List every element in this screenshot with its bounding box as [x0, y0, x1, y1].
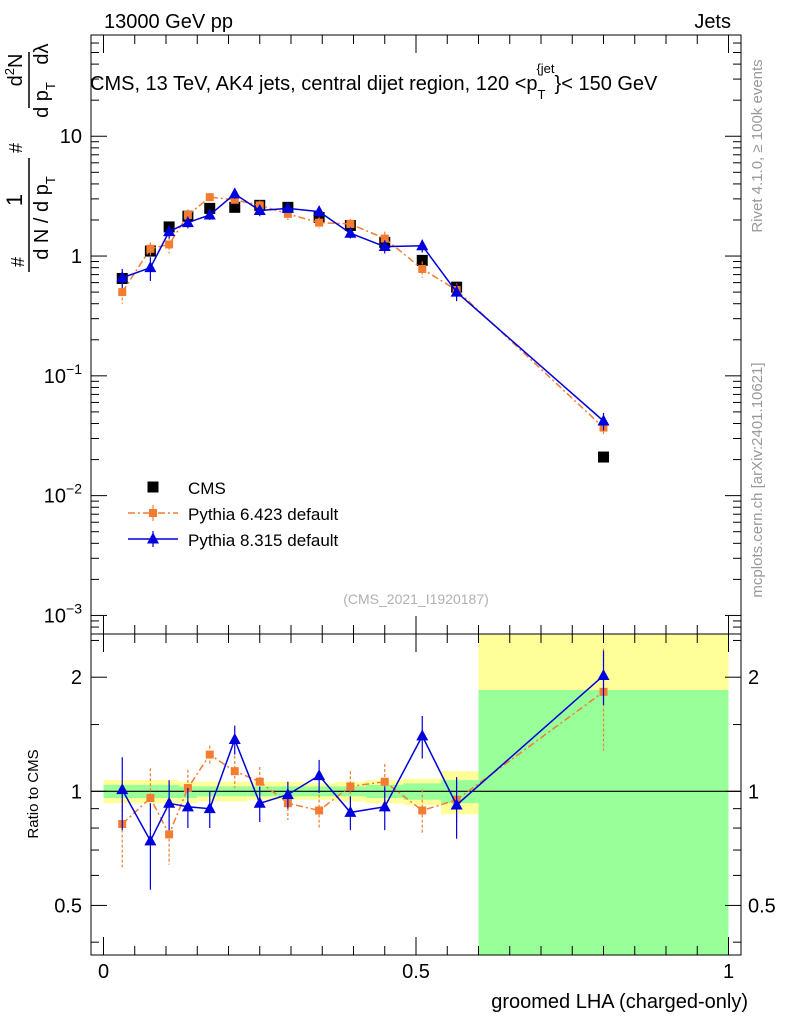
ratio-pythia6-point [346, 782, 355, 791]
ratio-pythia6-point [230, 767, 239, 776]
ratio-pythia8-point [597, 669, 610, 681]
ratio-pythia8-point [253, 796, 266, 808]
legend-marker [147, 532, 159, 544]
series-ratio-pythia8 [116, 650, 610, 890]
pythia8-line [122, 192, 604, 422]
ratio-pythia8-point [163, 796, 176, 808]
ratio-pythia8-point [203, 802, 216, 814]
ratio-pythia8-point [228, 732, 241, 744]
ratio-pythia8-point [281, 788, 294, 800]
ratio-y-tick-label-right: 1 [748, 781, 759, 803]
ratio-y-axis-label: Ratio to CMS [25, 749, 42, 838]
ratio-pythia6-point [146, 794, 155, 803]
pythia8-point [181, 216, 194, 228]
legend-item-pythia8: Pythia 8.315 default [128, 531, 339, 550]
ratio-pythia8-point [344, 805, 357, 817]
legend-item-pythia6: Pythia 6.423 default [128, 505, 339, 524]
main-panel: 10−3 10−2 10−1 1 10 CMS, 13 TeV, AK4 jets, ce… [2, 34, 742, 635]
ratio-y-tick-label: 2 [71, 667, 82, 689]
pythia6-point [380, 234, 389, 243]
ratio-pythia6-point [418, 806, 427, 815]
pythia8-point [344, 226, 357, 238]
main-y-tick-label: 10 [60, 126, 82, 148]
legend-label: CMS [188, 479, 226, 498]
ratio-pythia6-line [121, 691, 604, 837]
ratio-pythia6-point [315, 806, 324, 815]
pythia8-point [163, 225, 176, 237]
pythia8-point [597, 414, 610, 426]
legend-marker [147, 481, 159, 493]
y-label-denominator: d N / d pT [31, 176, 58, 260]
pythia6-point [183, 211, 192, 220]
category-label: Jets [694, 11, 731, 33]
legend-label: Pythia 8.315 default [188, 531, 339, 550]
energy-label: 13000 GeV pp [104, 11, 233, 33]
y-label-d2n: d2N [2, 54, 27, 87]
cms-point [229, 201, 241, 213]
main-y-tick-label: 10−2 [44, 481, 82, 508]
ratio-pythia6-point [205, 750, 214, 759]
ratio-pythia8-point [416, 729, 429, 741]
pythia6-point [118, 288, 127, 297]
pythia6-point [418, 264, 427, 273]
ratio-pythia8-point [450, 798, 463, 810]
main-title: CMS, 13 TeV, AK4 jets, central dijet reg… [90, 61, 658, 102]
cms-point [598, 451, 609, 463]
legend: CMS Pythia 6.423 default Pythia 8.315 defa… [128, 479, 339, 550]
y-label-one: 1 [2, 194, 27, 206]
pythia8-point [450, 285, 463, 297]
ratio-pythia8-point [181, 800, 194, 812]
pythia8-point [116, 271, 129, 283]
pythia8-point [313, 205, 326, 217]
main-y-tick-label: 1 [71, 246, 82, 268]
pythia8-point [253, 203, 266, 215]
ratio-pythia8-point [313, 769, 326, 781]
ratio-pythia6-point [165, 830, 174, 839]
pythia8-point [378, 240, 391, 252]
analysis-id-watermark: (CMS_2021_I1920187) [343, 591, 489, 607]
legend-label: Pythia 6.423 default [188, 505, 339, 524]
cms-point [204, 202, 216, 214]
ratio-y-tick-label-right: 0.5 [748, 895, 776, 917]
pythia6-point [146, 244, 155, 253]
pythia8-point [144, 261, 157, 273]
x-tick-label: 0.5 [402, 961, 430, 983]
mcplots-label: mcplots.cern.ch [arXiv:2401.10621] [749, 362, 766, 597]
pythia6-point [205, 193, 214, 202]
ratio-y-tick-label-right: 2 [748, 667, 759, 689]
main-y-tick-label: 10−1 [44, 361, 82, 388]
pythia6-point [315, 218, 324, 227]
rivet-version-label: Rivet 4.1.0, ≥ 100k events [749, 59, 766, 232]
series-pythia8 [116, 187, 610, 431]
pythia8-point [203, 208, 216, 220]
x-tick-label: 0 [98, 961, 109, 983]
y-label-hash: # [6, 143, 26, 153]
ratio-panel: 0.5 0.5 1 1 2 2 0 0.5 1 Ratio to CMS groomed LHA (… [25, 633, 776, 1013]
ratio-pythia6-point [380, 777, 389, 786]
main-y-tick-label: 10−3 [44, 600, 82, 627]
ratio-pythia8-point [378, 800, 391, 812]
x-axis-label: groomed LHA (charged-only) [491, 991, 748, 1013]
ratio-pythia8-point [144, 834, 157, 846]
pythia6-point [165, 240, 174, 249]
ratio-y-tick-label: 1 [71, 781, 82, 803]
y-label-dpt: d pT [31, 82, 58, 118]
ratio-pythia8-point [116, 783, 129, 795]
x-tick-label: 1 [723, 961, 734, 983]
y-label-hash: # [8, 257, 28, 267]
pythia6-point [230, 195, 239, 204]
pythia8-point [228, 187, 241, 199]
cms-point [416, 254, 428, 266]
ratio-pythia6-point [255, 777, 264, 786]
pythia6-point [283, 209, 292, 218]
legend-item-cms: CMS [147, 479, 226, 498]
ratio-y-tick-label: 0.5 [54, 895, 82, 917]
pythia8-point [281, 201, 294, 213]
pythia6-point [346, 220, 355, 229]
pythia8-point [416, 239, 429, 251]
legend-marker [149, 509, 157, 517]
y-label-dlambda: dλ [31, 43, 53, 64]
